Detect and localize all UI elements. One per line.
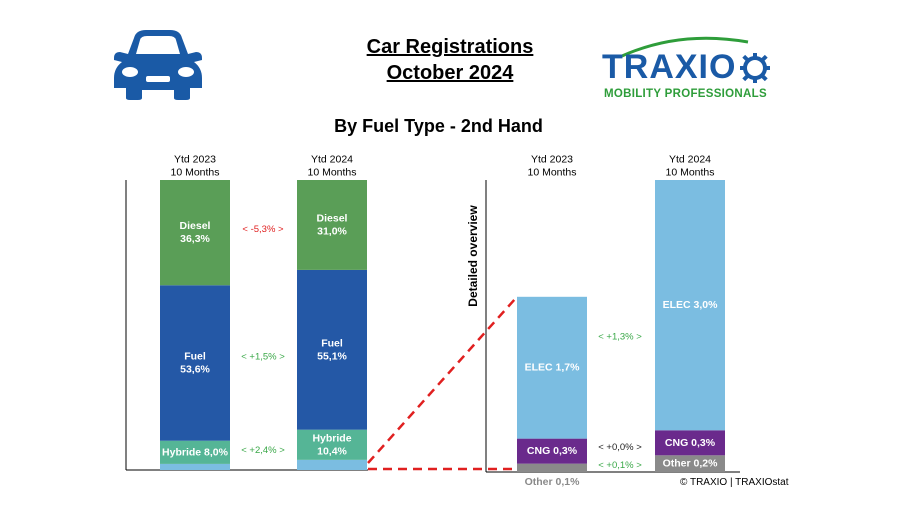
traxio-logo: TRAXIO MOBILITY PROFESSIONALS (600, 36, 770, 102)
chart-subtitle: By Fuel Type - 2nd Hand (334, 116, 543, 136)
copyright-text: © TRAXIO | TRAXIOstat (680, 477, 789, 488)
detailed-overview-label: Detailed overview (466, 205, 480, 307)
left-category-label: Ytd 2023 10 Months (170, 153, 219, 178)
chart-title-line1: Car Registrations (366, 36, 534, 58)
data-label-fuel: Fuel 53,6% (180, 350, 210, 375)
logo-tagline: MOBILITY PROFESSIONALS (604, 88, 767, 100)
data-label-other: Other 0,2% (663, 457, 719, 469)
right-category-label: Ytd 2024 10 Months (665, 153, 714, 178)
bar-segment-fuel (160, 285, 230, 441)
delta-label-other: < +0,1% > (598, 460, 642, 471)
bar-segment-cng (655, 430, 725, 456)
data-label-diesel: Diesel 36,3% (180, 220, 211, 245)
zoom-connector-top (367, 295, 518, 464)
delta-label-cng: < +0,0% > (598, 442, 642, 453)
logo-wordmark: TRAXIO (602, 48, 737, 86)
data-label-other: Other 0,1% (525, 476, 581, 488)
bar-segment-diesel (160, 180, 230, 286)
bar-segment-cng (517, 438, 587, 464)
bar-segment-fuel (297, 269, 367, 430)
data-label-elec: ELEC 3,0% (663, 299, 719, 311)
left-category-label: Ytd 2024 10 Months (307, 153, 356, 178)
bar-segment-elec (517, 296, 587, 439)
delta-label-elec: < +1,3% > (598, 331, 642, 342)
data-label-diesel: Diesel 31,0% (317, 212, 348, 237)
data-label-cng: CNG 0,3% (665, 437, 716, 449)
delta-label-diesel: < -5,3% > (242, 223, 284, 234)
gear-icon (740, 53, 770, 83)
logo-swoosh (621, 36, 749, 58)
delta-label-hybride: < +2,4% > (241, 445, 285, 456)
bar-segment-other (655, 455, 725, 472)
bar-segment-other (517, 463, 587, 472)
data-label-cng: CNG 0,3% (527, 445, 578, 457)
bar-segment-other-share (297, 459, 367, 470)
bar-segment-diesel (297, 180, 367, 270)
data-label-hybride: Hybride 10,4% (312, 432, 351, 457)
bar-segment-hybride (160, 440, 230, 464)
data-label-hybride: Hybride 8,0% (162, 446, 229, 458)
data-label-fuel: Fuel 55,1% (317, 337, 347, 362)
bar-segment-elec (655, 180, 725, 431)
chart-title-line2: October 2024 (386, 62, 514, 84)
data-label-elec: ELEC 1,7% (525, 361, 581, 373)
delta-label-fuel: < +1,5% > (241, 351, 285, 362)
bar-segment-hybride (297, 429, 367, 460)
right-category-label: Ytd 2023 10 Months (527, 153, 576, 178)
bar-segment-other-share (160, 463, 230, 470)
car-icon (114, 30, 202, 100)
